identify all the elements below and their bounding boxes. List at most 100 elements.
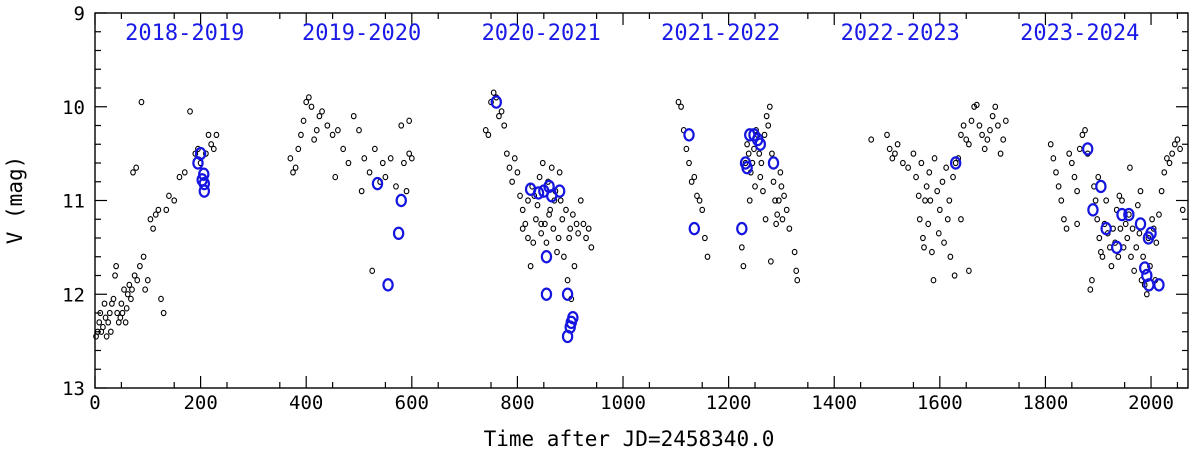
highlighted-data-point: [688, 221, 701, 236]
data-point: [1095, 173, 1102, 181]
data-point: [403, 187, 410, 195]
data-point: [126, 281, 133, 289]
data-point: [758, 159, 765, 167]
data-point: [142, 286, 149, 293]
data-point: [935, 230, 942, 237]
data-point: [379, 159, 386, 167]
data-point: [951, 272, 958, 279]
highlighted-data-point: [1081, 142, 1094, 156]
highlighted-data-point: [1087, 203, 1099, 217]
data-point: [1133, 244, 1140, 251]
data-point: [485, 131, 492, 139]
highlighted-data-point: [561, 287, 574, 301]
data-point: [155, 206, 162, 214]
data-point: [303, 98, 310, 106]
data-point: [583, 234, 589, 242]
blue-data-series: [192, 95, 1165, 344]
data-point: [794, 277, 801, 284]
data-point: [131, 272, 138, 279]
data-point: [511, 155, 518, 162]
data-point: [1124, 234, 1131, 242]
data-point: [152, 211, 159, 218]
highlighted-data-point: [553, 184, 566, 198]
data-point: [101, 300, 108, 307]
highlighted-data-point: [741, 160, 753, 175]
data-point: [122, 319, 129, 326]
data-point: [772, 197, 778, 204]
x-tick-label: 600: [395, 392, 429, 414]
data-point: [311, 136, 317, 143]
data-point: [332, 173, 339, 181]
y-tick-label: 10: [62, 97, 85, 119]
data-point: [773, 220, 779, 228]
highlighted-data-point: [194, 146, 207, 161]
data-point: [688, 178, 695, 185]
data-point: [369, 267, 376, 274]
data-point: [158, 295, 164, 303]
data-point: [517, 192, 523, 199]
data-point: [550, 225, 557, 232]
data-point: [989, 112, 996, 120]
data-point: [781, 192, 787, 199]
data-point: [894, 141, 901, 148]
data-point: [554, 248, 560, 256]
data-point: [1099, 253, 1106, 260]
season-label: 2020-2021: [482, 21, 601, 46]
highlighted-data-point: [392, 226, 405, 241]
data-point: [1094, 216, 1101, 223]
x-tick-label: 800: [500, 392, 534, 414]
data-point: [931, 155, 938, 162]
data-point: [534, 202, 541, 209]
data-point: [775, 197, 782, 204]
highlighted-data-point: [683, 128, 695, 142]
x-tick-label: 1200: [706, 392, 752, 414]
data-point: [147, 216, 154, 223]
data-point: [966, 141, 972, 148]
data-point: [408, 155, 415, 162]
x-tick-label: 400: [289, 392, 323, 414]
data-point: [138, 98, 145, 106]
y-axis-label: V (mag): [3, 156, 27, 245]
data-point: [107, 328, 114, 335]
data-point: [1115, 253, 1122, 260]
data-point: [976, 122, 983, 129]
data-point: [324, 122, 331, 129]
data-point: [525, 234, 531, 242]
data-point: [406, 117, 413, 124]
data-point: [768, 258, 774, 265]
data-point: [313, 127, 320, 134]
data-point: [746, 197, 753, 204]
data-point: [570, 211, 576, 218]
data-point: [538, 220, 545, 228]
data-point: [340, 145, 347, 153]
data-point: [918, 159, 925, 167]
highlighted-data-point: [1139, 261, 1151, 275]
data-point: [316, 112, 323, 120]
data-point: [913, 173, 919, 181]
data-point: [1058, 197, 1065, 204]
data-point: [770, 178, 777, 185]
highlighted-data-point: [1141, 268, 1153, 283]
data-point: [1164, 155, 1170, 162]
data-point: [203, 150, 209, 157]
plot-frame: [94, 12, 1189, 389]
data-point: [1140, 253, 1146, 260]
data-point: [208, 141, 215, 148]
data-point: [588, 244, 595, 251]
data-point: [372, 145, 378, 153]
data-point: [884, 131, 890, 139]
data-point: [1131, 267, 1137, 274]
data-point: [542, 220, 548, 228]
data-point: [778, 183, 785, 190]
data-point: [1076, 145, 1083, 153]
highlighted-data-point: [382, 278, 394, 292]
data-point: [187, 108, 193, 115]
data-point: [94, 328, 101, 335]
highlighted-data-point: [490, 95, 502, 109]
data-point: [106, 309, 113, 317]
data-point: [496, 112, 502, 120]
data-point: [350, 112, 357, 120]
data-point: [1103, 197, 1110, 204]
data-point: [1055, 183, 1062, 190]
